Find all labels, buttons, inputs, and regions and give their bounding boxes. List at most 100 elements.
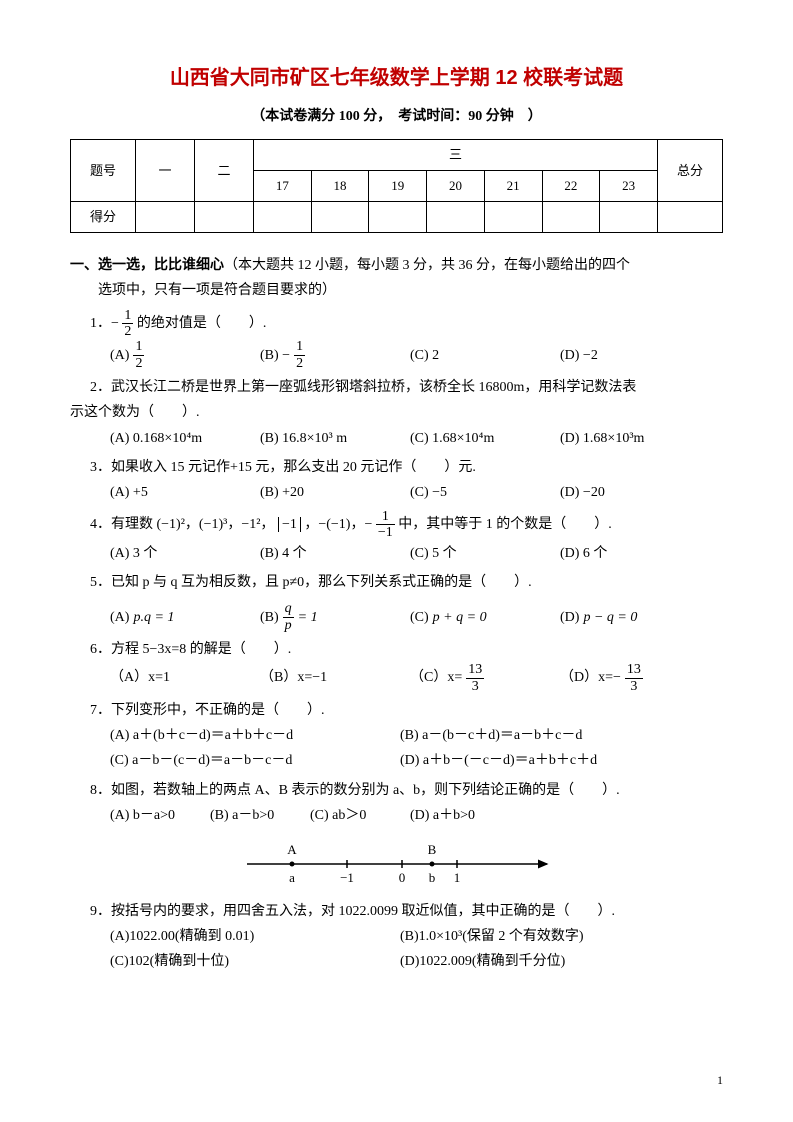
option-a: (A) +5 <box>110 480 250 505</box>
option-d: (D) 1.68×10³m <box>560 426 700 451</box>
label-m1: −1 <box>340 870 354 885</box>
option-b: (B) a－b>0 <box>210 803 300 828</box>
exam-title: 山西省大同市矿区七年级数学上学期 12 校联考试题 <box>70 60 723 96</box>
col-sub: 20 <box>427 171 485 202</box>
q1-stem: 1．− 12 的绝对值是（ ）. <box>90 308 723 340</box>
option-b: (B) +20 <box>260 480 400 505</box>
q6-stem: 6．方程 5−3x=8 的解是（ ）. <box>90 637 723 662</box>
option-a: (A) a＋(b＋c－d)＝a＋b＋c－d <box>110 723 390 748</box>
col-sub: 23 <box>600 171 658 202</box>
option-a: (A) p.q = 1 <box>110 601 250 633</box>
question-9: 9．按括号内的要求，用四舍五入法，对 1022.0099 取近似值，其中正确的是… <box>70 899 723 975</box>
section-1-desc2: 选项中，只有一项是符合题目要求的） <box>70 278 723 303</box>
col-sub: 17 <box>254 171 312 202</box>
option-b: (B) 16.8×10³ m <box>260 426 400 451</box>
question-3: 3．如果收入 15 元记作+15 元，那么支出 20 元记作（ ）元. (A) … <box>70 455 723 505</box>
option-b: (B) a－(b－c＋d)＝a－b＋c－d <box>400 723 582 748</box>
q8-stem: 8．如图，若数轴上的两点 A、B 表示的数分别为 a、b，则下列结论正确的是（ … <box>90 778 723 803</box>
option-a: (A) 3 个 <box>110 541 250 566</box>
option-d: (D)1022.009(精确到千分位) <box>400 949 565 974</box>
col-header: 三 <box>254 140 658 171</box>
score-cell <box>136 202 195 233</box>
question-5: 5．已知 p 与 q 互为相反数，且 p≠0，那么下列关系式正确的是（ ）. (… <box>70 570 723 633</box>
question-7: 7．下列变形中，不正确的是（ ）. (A) a＋(b＋c－d)＝a＋b＋c－d … <box>70 698 723 774</box>
col-header: 一 <box>136 140 195 202</box>
section-1-desc: （本大题共 12 小题，每小题 3 分，共 36 分，在每小题给出的四个 <box>224 258 630 273</box>
q6-options: （A）x=1 （B）x=−1 （C）x= 133 （D）x=− 133 <box>110 662 723 694</box>
score-cell <box>542 202 600 233</box>
option-c: (C) a－b－(c－d)＝a－b－c－d <box>110 748 390 773</box>
q1-options: (A) 12 (B) − 12 (C) 2 (D) −2 <box>110 339 723 371</box>
section-1-title: 一、选一选，比比谁细心 <box>70 258 224 273</box>
q4-options: (A) 3 个 (B) 4 个 (C) 5 个 (D) 6 个 <box>110 541 723 566</box>
fraction: 12 <box>294 339 305 371</box>
score-cell <box>369 202 427 233</box>
table-row: 题号 一 二 三 总分 <box>71 140 723 171</box>
absolute-value: −1 <box>278 517 301 532</box>
option-a: （A）x=1 <box>110 662 250 694</box>
option-c: (C) −5 <box>410 480 550 505</box>
option-b: (B)1.0×10³(保留 2 个有效数字) <box>400 924 584 949</box>
q5-options: (A) p.q = 1 (B) qp = 1 (C) p + q = 0 (D)… <box>110 601 723 633</box>
score-cell <box>195 202 254 233</box>
question-4: 4．有理数 (−1)²，(−1)³，−1²， −1 ，−(−1)，− 1−1 中… <box>70 509 723 566</box>
option-c: (C)102(精确到十位) <box>110 949 390 974</box>
exam-subtitle: （本试卷满分 100 分， 考试时间：90 分钟 ） <box>70 104 723 129</box>
question-8: 8．如图，若数轴上的两点 A、B 表示的数分别为 a、b，则下列结论正确的是（ … <box>70 778 723 889</box>
number-line-diagram: A B a −1 0 b 1 <box>237 834 557 889</box>
fraction: 12 <box>133 339 144 371</box>
label-a: a <box>289 870 295 885</box>
question-1: 1．− 12 的绝对值是（ ）. (A) 12 (B) − 12 (C) 2 (… <box>70 308 723 372</box>
q7-options: (A) a＋(b＋c－d)＝a＋b＋c－d (B) a－(b－c＋d)＝a－b＋… <box>110 723 723 773</box>
table-row: 得分 <box>71 202 723 233</box>
option-a: (A) 12 <box>110 339 250 371</box>
label-A: A <box>287 842 297 857</box>
q5-stem: 5．已知 p 与 q 互为相反数，且 p≠0，那么下列关系式正确的是（ ）. <box>90 570 723 595</box>
option-d: (D) 6 个 <box>560 541 700 566</box>
q9-options: (A)1022.00(精确到 0.01) (B)1.0×10³(保留 2 个有效… <box>110 924 723 974</box>
option-b: (B) − 12 <box>260 339 400 371</box>
section-1-header: 一、选一选，比比谁细心（本大题共 12 小题，每小题 3 分，共 36 分，在每… <box>70 253 723 278</box>
q3-options: (A) +5 (B) +20 (C) −5 (D) −20 <box>110 480 723 505</box>
fraction: 133 <box>466 662 484 694</box>
score-cell <box>311 202 369 233</box>
label-1: 1 <box>453 870 460 885</box>
q9-stem: 9．按括号内的要求，用四舍五入法，对 1022.0099 取近似值，其中正确的是… <box>90 899 723 924</box>
score-cell <box>254 202 312 233</box>
option-d: (D) p − q = 0 <box>560 601 700 633</box>
col-header: 题号 <box>71 140 136 202</box>
option-c: （C）x= 133 <box>410 662 550 694</box>
fraction: 1−1 <box>376 509 395 541</box>
option-d: (D) a＋b－(－c－d)＝a＋b＋c＋d <box>400 748 597 773</box>
option-d: （D）x=− 133 <box>560 662 700 694</box>
option-d: (D) a＋b>0 <box>410 803 500 828</box>
label-b: b <box>428 870 435 885</box>
col-sub: 22 <box>542 171 600 202</box>
option-b: (B) qp = 1 <box>260 601 400 633</box>
row-header: 得分 <box>71 202 136 233</box>
option-c: (C) p + q = 0 <box>410 601 550 633</box>
q2-stem1: 2．武汉长江二桥是世界上第一座弧线形钢塔斜拉桥，该桥全长 16800m，用科学记… <box>90 375 723 400</box>
score-cell <box>484 202 542 233</box>
col-sub: 19 <box>369 171 427 202</box>
score-cell <box>600 202 658 233</box>
q4-stem: 4．有理数 (−1)²，(−1)³，−1²， −1 ，−(−1)，− 1−1 中… <box>90 509 723 541</box>
option-b: （B）x=−1 <box>260 662 400 694</box>
score-cell <box>427 202 485 233</box>
option-a: (A) 0.168×10⁴m <box>110 426 250 451</box>
q7-stem: 7．下列变形中，不正确的是（ ）. <box>90 698 723 723</box>
option-d: (D) −20 <box>560 480 700 505</box>
page-number: 1 <box>717 1070 723 1092</box>
score-cell <box>658 202 723 233</box>
question-6: 6．方程 5−3x=8 的解是（ ）. （A）x=1 （B）x=−1 （C）x=… <box>70 637 723 694</box>
q2-stem2: 示这个数为（ ）. <box>70 400 723 425</box>
q8-options: (A) b－a>0 (B) a－b>0 (C) ab＞0 (D) a＋b>0 <box>110 803 723 828</box>
option-c: (C) 2 <box>410 339 550 371</box>
q2-options: (A) 0.168×10⁴m (B) 16.8×10³ m (C) 1.68×1… <box>110 426 723 451</box>
label-B: B <box>427 842 436 857</box>
fraction: qp <box>283 601 294 633</box>
question-2: 2．武汉长江二桥是世界上第一座弧线形钢塔斜拉桥，该桥全长 16800m，用科学记… <box>70 375 723 451</box>
col-header: 总分 <box>658 140 723 202</box>
option-c: (C) 5 个 <box>410 541 550 566</box>
q3-stem: 3．如果收入 15 元记作+15 元，那么支出 20 元记作（ ）元. <box>90 455 723 480</box>
